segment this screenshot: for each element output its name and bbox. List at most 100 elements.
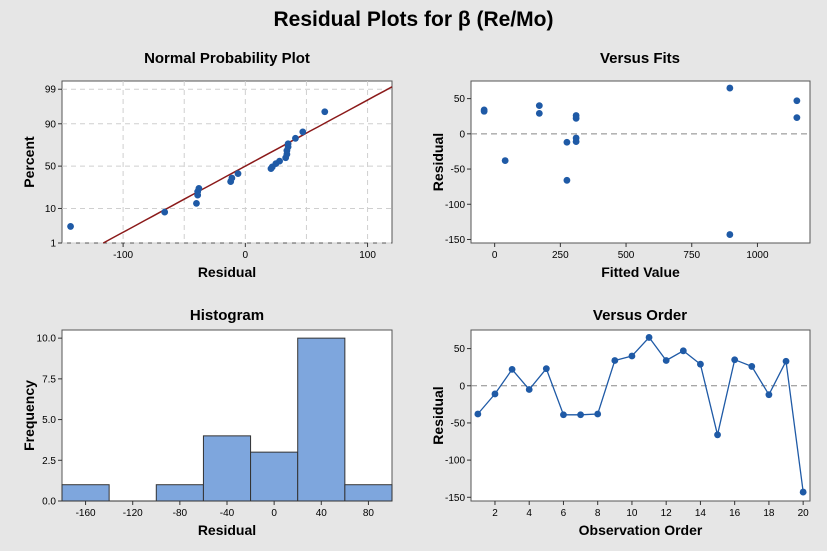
histogram-ylabel: Frequency (21, 380, 37, 451)
normal-ytick-label: 1 (50, 239, 56, 250)
histogram-xtick-label: 80 (363, 508, 375, 519)
fits-ytick-label: -100 (445, 200, 465, 211)
fits-xtick-label: 500 (618, 250, 635, 261)
normal-data-point (276, 157, 283, 165)
histogram-xtick-label: 40 (316, 508, 328, 519)
order-ytick-label: -150 (445, 493, 465, 504)
normal-ytick-label: 99 (45, 85, 57, 96)
order-xtick-label: 18 (763, 508, 775, 519)
order-ytick-label: -50 (451, 418, 466, 429)
fits-ytick-label: 0 (459, 129, 465, 140)
order-data-point (525, 386, 533, 393)
normal-ytick-label: 50 (45, 162, 57, 173)
order-xtick-label: 20 (798, 508, 810, 519)
fits-xtick-label: 250 (552, 250, 569, 261)
normal-data-point (193, 199, 200, 207)
order-data-point (645, 334, 653, 341)
order-title: Versus Order (593, 307, 687, 324)
order-data-point (508, 366, 516, 373)
histogram-bar (297, 337, 346, 502)
normal-plot-area (61, 80, 393, 244)
histogram-ytick-label: 10.0 (37, 334, 57, 345)
order-ytick-label: 0 (459, 381, 465, 392)
order-data-point (799, 488, 807, 496)
fits-data-point (480, 107, 488, 115)
order-data-point (560, 411, 567, 419)
normal-data-point (161, 208, 169, 216)
fits-ytick-label: 50 (454, 94, 466, 105)
normal-data-point (292, 134, 299, 142)
fits-data-point (501, 157, 509, 164)
histogram-xtick-label: -120 (123, 508, 143, 519)
order-xtick-label: 4 (526, 508, 532, 519)
normal-data-point (284, 140, 292, 148)
order-data-point (679, 347, 687, 355)
normal-data-point (195, 185, 203, 192)
normal-xtick-label: -100 (113, 250, 133, 261)
histogram-bar (202, 435, 252, 502)
order-data-point (748, 363, 756, 370)
order-data-point (765, 391, 773, 399)
order-xtick-label: 6 (561, 508, 567, 519)
order-data-point (474, 410, 482, 418)
fits-data-point (726, 231, 734, 238)
fits-xlabel: Fitted Value (601, 264, 680, 280)
fits-data-point (726, 84, 734, 92)
histogram-bar (344, 484, 393, 502)
fits-xtick-label: 0 (492, 250, 498, 261)
order-data-point (491, 390, 499, 398)
fits-xtick-label: 1000 (746, 250, 769, 261)
order-plot-area (470, 329, 811, 502)
normal-data-point (228, 174, 236, 182)
fits-ytick-label: -150 (445, 235, 465, 246)
fits-data-point (572, 114, 580, 122)
histogram-xtick-label: -160 (76, 508, 96, 519)
order-ytick-label: 50 (454, 344, 466, 355)
fits-data-point (563, 138, 571, 146)
order-xtick-label: 10 (626, 508, 638, 519)
normal-data-point (67, 223, 74, 230)
normal-ylabel: Percent (21, 136, 37, 188)
fits-data-point (563, 176, 571, 184)
histogram-bar (61, 484, 110, 502)
normal-ytick-label: 10 (45, 204, 57, 215)
histogram-ytick-label: 7.5 (42, 374, 56, 385)
order-xtick-label: 14 (695, 508, 707, 519)
normal-data-point (234, 170, 242, 178)
normal-ytick-label: 90 (45, 119, 57, 130)
histogram-xlabel: Residual (198, 522, 256, 538)
fits-plot-area (470, 80, 811, 244)
order-data-point (611, 357, 619, 364)
histogram-ytick-label: 5.0 (42, 415, 56, 426)
order-data-point (697, 360, 704, 368)
order-xtick-label: 2 (492, 508, 498, 519)
normal-data-point (321, 108, 329, 116)
order-data-point (662, 357, 670, 364)
histogram-bar (155, 484, 204, 502)
fits-xtick-label: 750 (683, 250, 700, 261)
normal-data-point (299, 128, 307, 136)
order-data-point (628, 352, 636, 360)
order-data-point (714, 431, 721, 439)
normal-xtick-label: 100 (359, 250, 376, 261)
histogram-ytick-label: 0.0 (42, 497, 56, 508)
order-data-point (577, 411, 584, 419)
histogram-xtick-label: -80 (173, 508, 188, 519)
order-xlabel: Observation Order (579, 522, 703, 538)
fits-title: Versus Fits (600, 50, 680, 67)
histogram-xtick-label: 0 (271, 508, 277, 519)
histogram-ytick-label: 2.5 (42, 456, 56, 467)
fits-ylabel: Residual (430, 133, 446, 191)
normal-xtick-label: 0 (243, 250, 249, 261)
fits-data-point (793, 97, 801, 105)
normal-fit-line (102, 86, 393, 244)
histogram-title: Histogram (190, 307, 264, 324)
fits-ytick-label: -50 (451, 165, 466, 176)
figure-title: Residual Plots for β (Re/Mo) (273, 8, 554, 31)
fits-data-point (535, 102, 543, 110)
order-xtick-label: 16 (729, 508, 741, 519)
fits-data-point (572, 138, 580, 145)
normal-xlabel: Residual (198, 264, 256, 280)
histogram-xtick-label: -40 (220, 508, 235, 519)
